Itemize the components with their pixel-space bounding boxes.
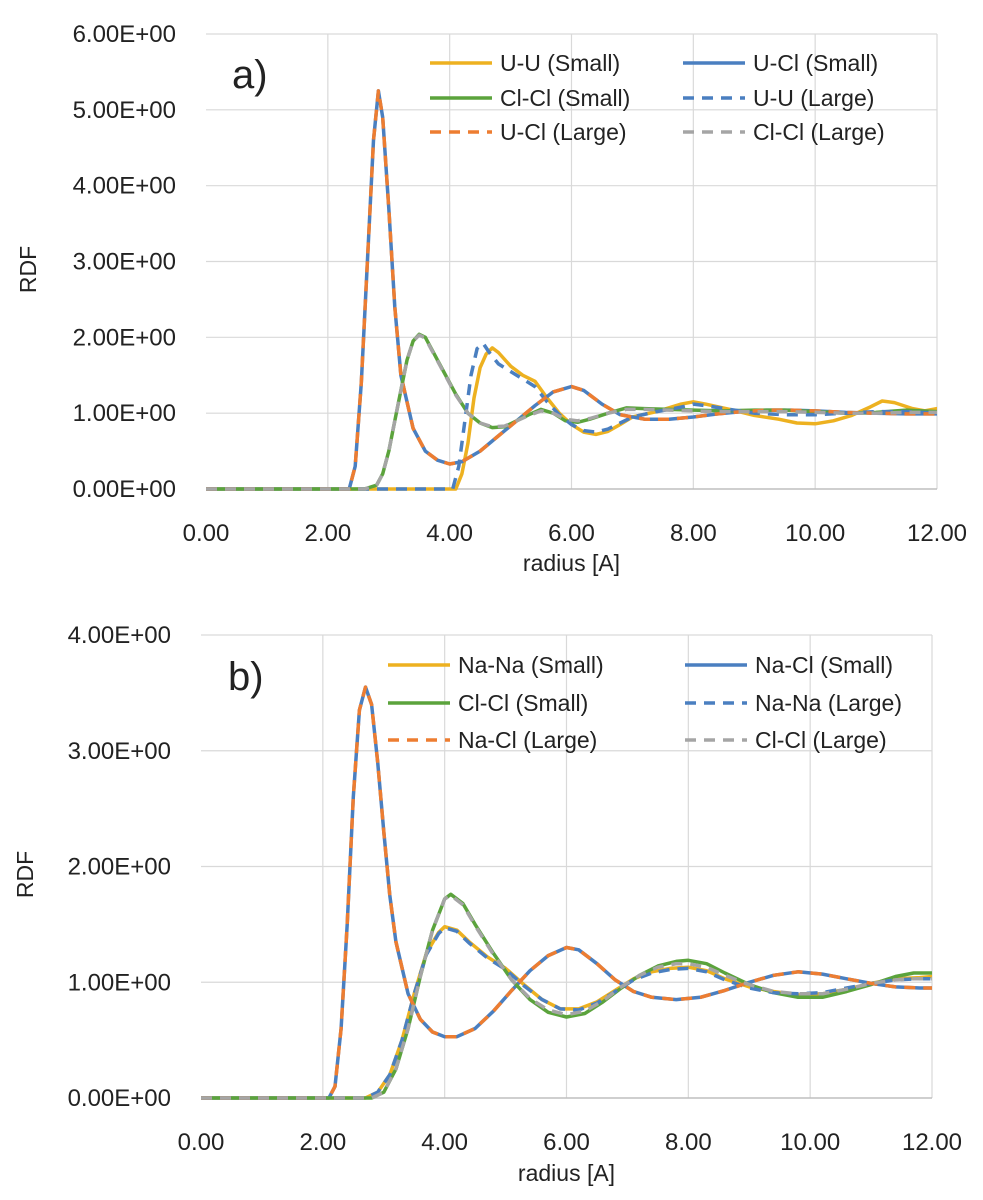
legend-label: Cl-Cl (Large) [755, 727, 887, 753]
legend-label: U-U (Large) [753, 85, 874, 111]
x-tick-label: 6.00 [548, 520, 595, 547]
x-tick-label: 4.00 [426, 520, 473, 547]
x-tick-label: 2.00 [304, 520, 351, 547]
y-tick-label: 2.00E+00 [73, 324, 176, 351]
legend-label: Na-Cl (Small) [755, 652, 893, 678]
y-tick-label: 3.00E+00 [73, 249, 176, 276]
series-group [206, 89, 937, 491]
series-line-cl-cl-large [201, 893, 932, 1100]
y-tick-label: 3.00E+00 [68, 738, 171, 765]
x-tick-label: 12.00 [907, 520, 967, 547]
legend-label: Cl-Cl (Small) [500, 85, 630, 111]
y-tick-label: 1.00E+00 [73, 400, 176, 427]
series-group [201, 685, 932, 1100]
x-tick-label: 0.00 [183, 520, 230, 547]
legend-label: Cl-Cl (Large) [753, 119, 885, 145]
x-tick-label: 8.00 [665, 1129, 712, 1156]
y-axis-title: RDF [12, 851, 38, 898]
panel-a-chart: 0.00 2.00 4.00 6.00 8.00 10.00 12.00 0.00E+00 1.… [15, 21, 967, 576]
x-tick-label: 2.00 [299, 1129, 346, 1156]
x-tick-label: 4.00 [421, 1129, 468, 1156]
legend-label: Na-Na (Small) [458, 652, 604, 678]
y-axis-title: RDF [15, 246, 41, 293]
y-tick-label: 0.00E+00 [73, 476, 176, 503]
x-tick-label: 6.00 [543, 1129, 590, 1156]
legend-label: Cl-Cl (Small) [458, 690, 588, 716]
x-tick-label: 10.00 [785, 520, 845, 547]
series-line-cl-cl-large [206, 333, 937, 491]
y-tick-label: 6.00E+00 [73, 21, 176, 48]
x-tick-label: 0.00 [178, 1129, 225, 1156]
panel-b-chart: 0.00 2.00 4.00 6.00 8.00 10.00 12.00 0.00E+00 1.… [12, 622, 962, 1186]
legend-label: Na-Na (Large) [755, 690, 902, 716]
series-line-na-cl-large [201, 685, 932, 1100]
series-line-u-u-large [206, 341, 937, 491]
legend-label: U-Cl (Small) [753, 50, 878, 76]
y-tick-label: 4.00E+00 [73, 173, 176, 200]
x-tick-label: 8.00 [670, 520, 717, 547]
y-tick-label: 0.00E+00 [68, 1085, 171, 1112]
legend-label: U-Cl (Large) [500, 119, 627, 145]
legend-label: Na-Cl (Large) [458, 727, 597, 753]
x-tick-label: 12.00 [902, 1129, 962, 1156]
y-tick-label: 1.00E+00 [68, 969, 171, 996]
y-tick-label: 2.00E+00 [68, 854, 171, 881]
panel-label: b) [228, 655, 264, 699]
x-axis-title: radius [A] [523, 550, 620, 576]
y-tick-label: 4.00E+00 [68, 622, 171, 649]
y-tick-label: 5.00E+00 [73, 97, 176, 124]
x-axis-title: radius [A] [518, 1160, 615, 1186]
panel-label: a) [232, 53, 268, 97]
legend-label: U-U (Small) [500, 50, 620, 76]
x-tick-label: 10.00 [780, 1129, 840, 1156]
